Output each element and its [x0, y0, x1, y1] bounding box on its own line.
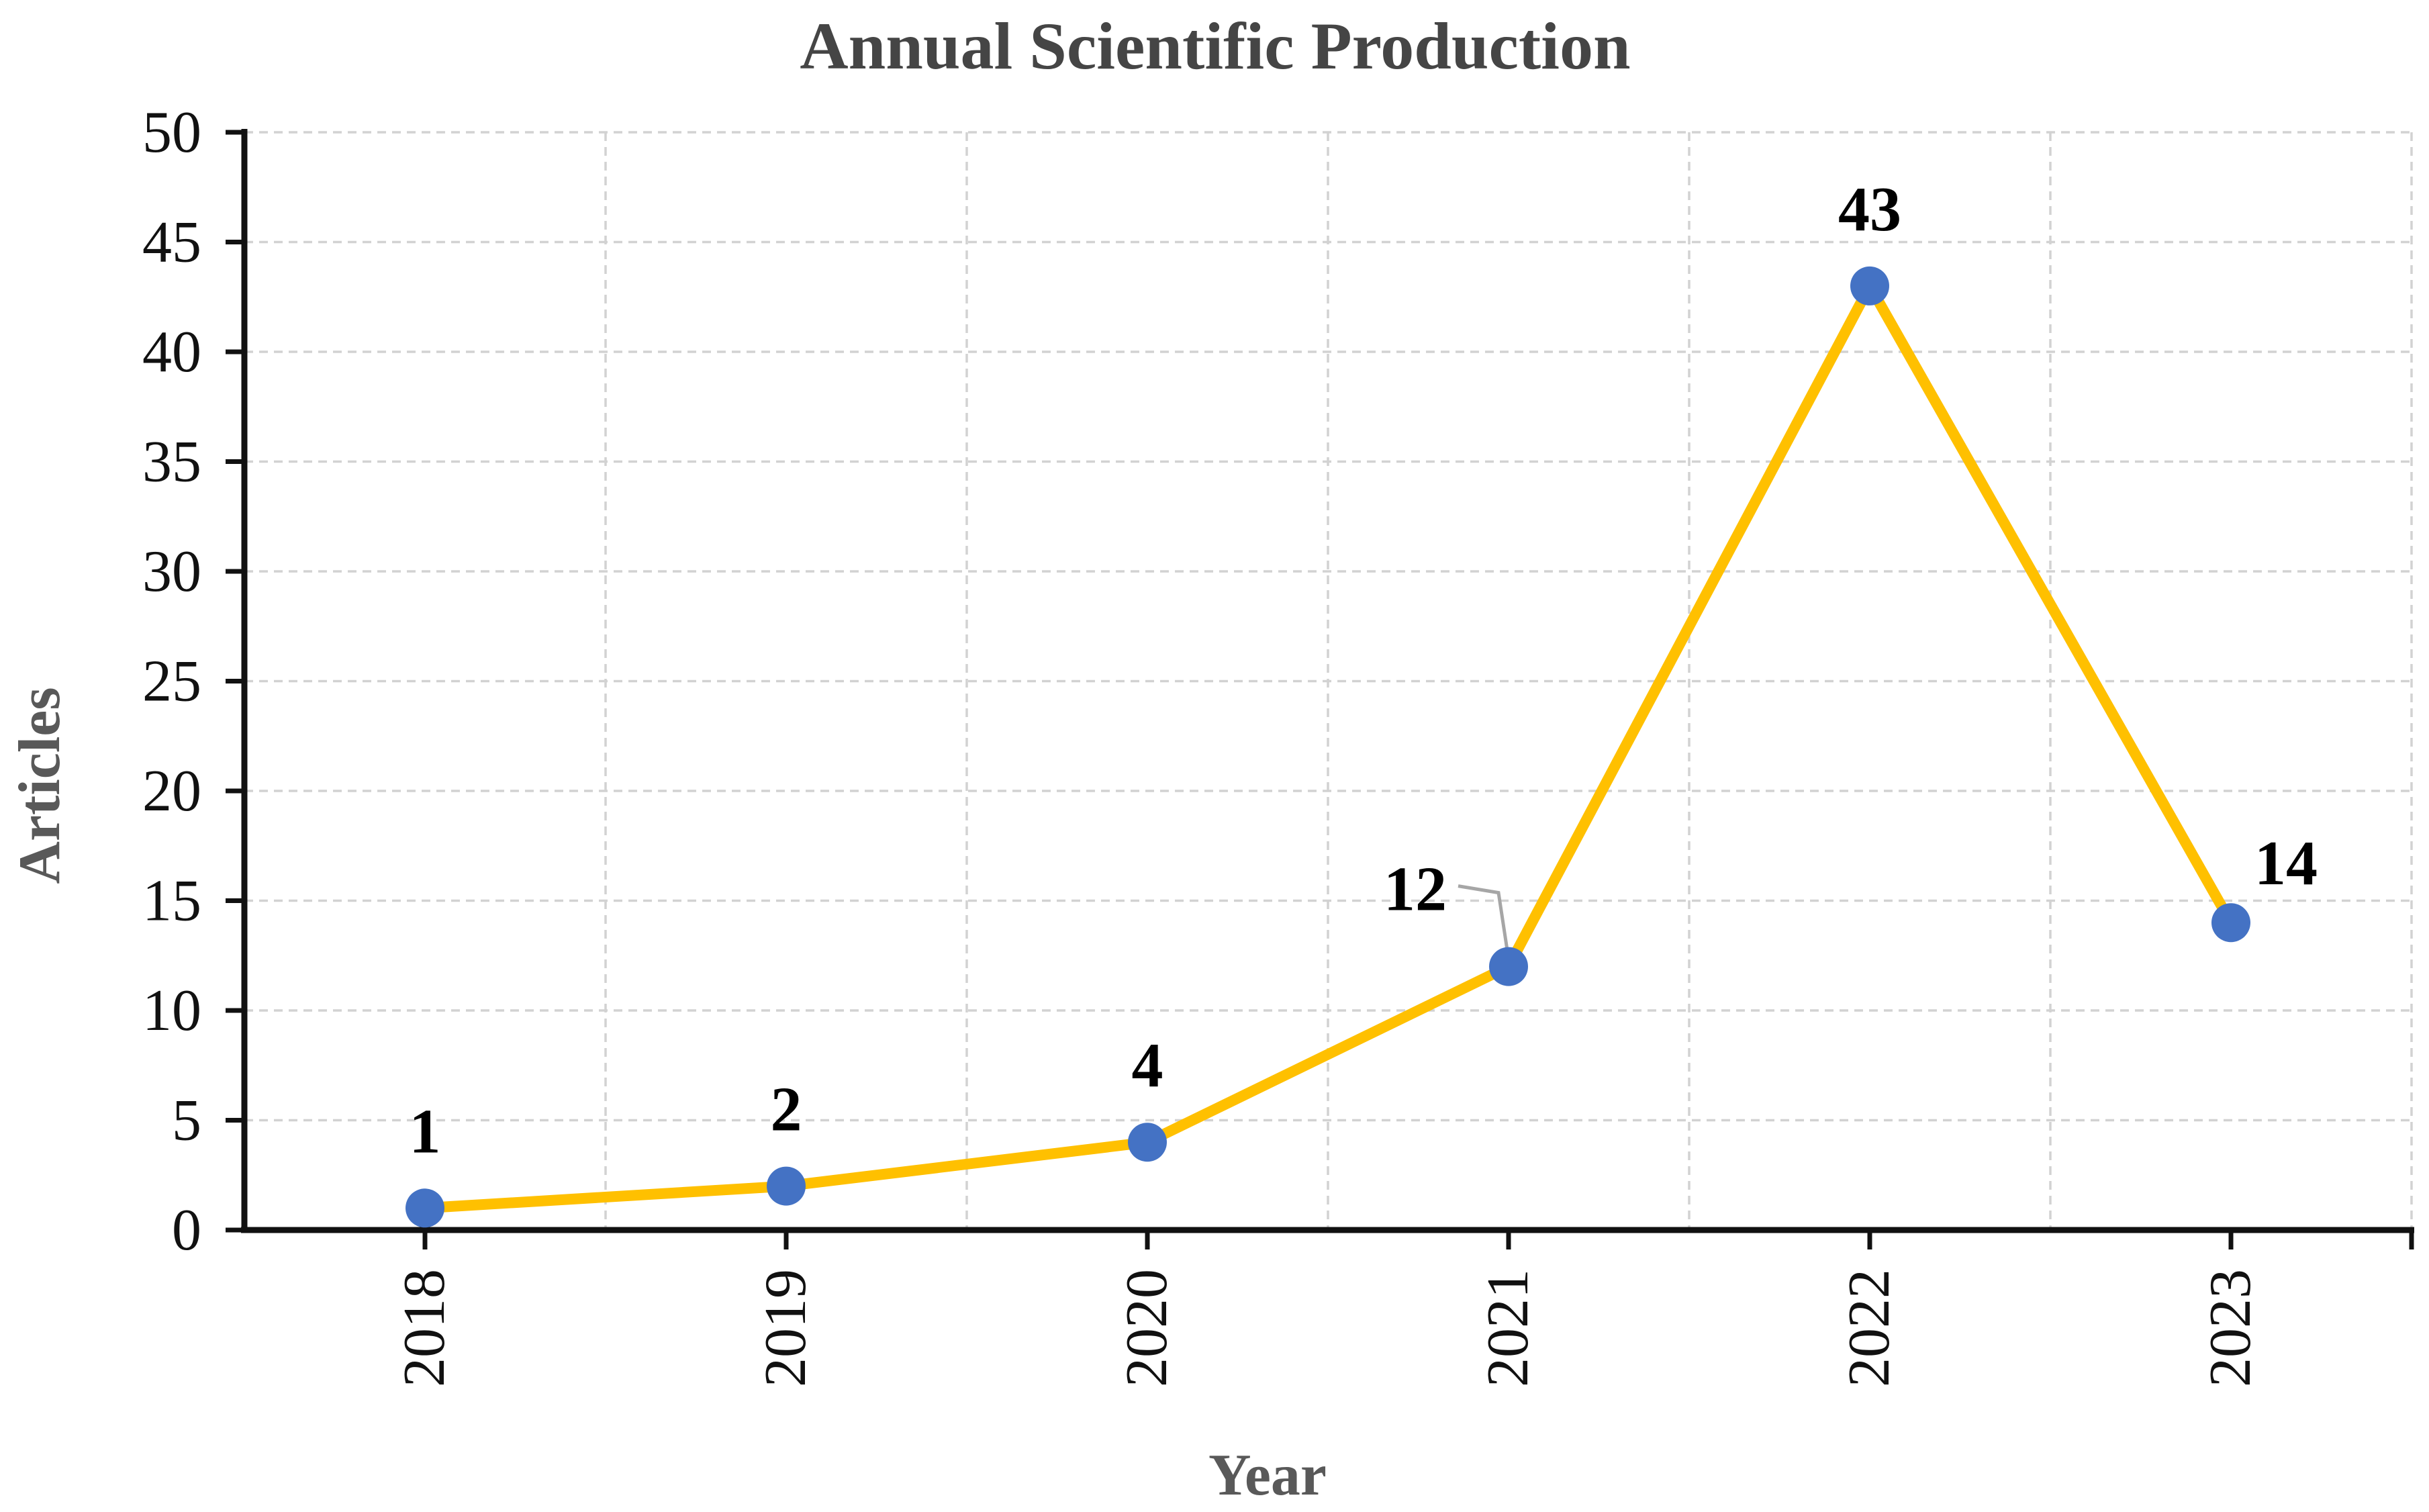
y-axis-title-group: Articles [7, 687, 73, 884]
data-label-2018: 1 [410, 1096, 441, 1166]
x-tick-label-2019: 2019 [753, 1269, 818, 1387]
x-tick-label-group-2021: 2021 [1476, 1269, 1541, 1387]
label-leader-line [1458, 884, 1510, 955]
y-tick-label-0: 0 [172, 1198, 201, 1263]
x-tick-label-group-2020: 2020 [1114, 1269, 1180, 1387]
y-axis-title: Articles [7, 687, 73, 884]
x-tick-label-group-2019: 2019 [753, 1269, 818, 1387]
y-tick-label-5: 5 [172, 1088, 201, 1153]
data-point-2018 [406, 1188, 444, 1228]
data-label-2019: 2 [771, 1075, 802, 1145]
y-axis-tick-labels: 0 5 10 15 20 25 30 35 40 45 50 [142, 100, 201, 1263]
y-tick-label-15: 15 [142, 869, 201, 934]
y-tick-label-10: 10 [142, 978, 201, 1043]
data-label-2021: 12 [1384, 855, 1447, 925]
data-point-2021 [1489, 947, 1528, 986]
x-tick-label-2023: 2023 [2198, 1269, 2263, 1387]
x-tick-label-group-2022: 2022 [1837, 1269, 1902, 1387]
y-tick-label-20: 20 [142, 759, 201, 824]
data-label-2020: 4 [1132, 1031, 1163, 1100]
y-axis-ticks [226, 130, 245, 1233]
y-tick-label-25: 25 [142, 649, 201, 714]
x-axis-tick-labels: 2018 2019 2020 2021 2022 2023 [392, 1269, 2263, 1387]
articles-series-line [424, 280, 2236, 1214]
y-tick-label-30: 30 [142, 539, 201, 604]
data-point-markers [406, 266, 2250, 1228]
x-tick-label-group-2023: 2023 [2198, 1269, 2263, 1387]
x-tick-label-2021: 2021 [1476, 1269, 1541, 1387]
x-axis-ticks [422, 1230, 2414, 1249]
data-label-2022: 43 [1838, 175, 1901, 244]
x-tick-label-group-2018: 2018 [392, 1269, 457, 1387]
vertical-gridlines [604, 132, 2413, 1230]
x-axis-title: Year [1208, 1443, 1327, 1508]
data-point-2019 [767, 1166, 806, 1206]
y-tick-label-40: 40 [142, 320, 201, 385]
y-tick-label-45: 45 [142, 210, 201, 275]
x-tick-label-2020: 2020 [1114, 1269, 1180, 1387]
x-tick-label-2022: 2022 [1837, 1269, 1902, 1387]
y-tick-label-50: 50 [142, 100, 201, 165]
data-label-2023: 14 [2254, 829, 2318, 898]
data-point-2023 [2211, 903, 2250, 943]
x-axis-title-group: Year [1208, 1443, 1327, 1508]
chart-title: Annual Scientific Production [800, 9, 1630, 83]
data-point-2020 [1128, 1123, 1167, 1162]
data-point-2022 [1850, 266, 1889, 305]
y-tick-label-35: 35 [142, 430, 201, 495]
x-tick-label-2018: 2018 [392, 1269, 457, 1387]
